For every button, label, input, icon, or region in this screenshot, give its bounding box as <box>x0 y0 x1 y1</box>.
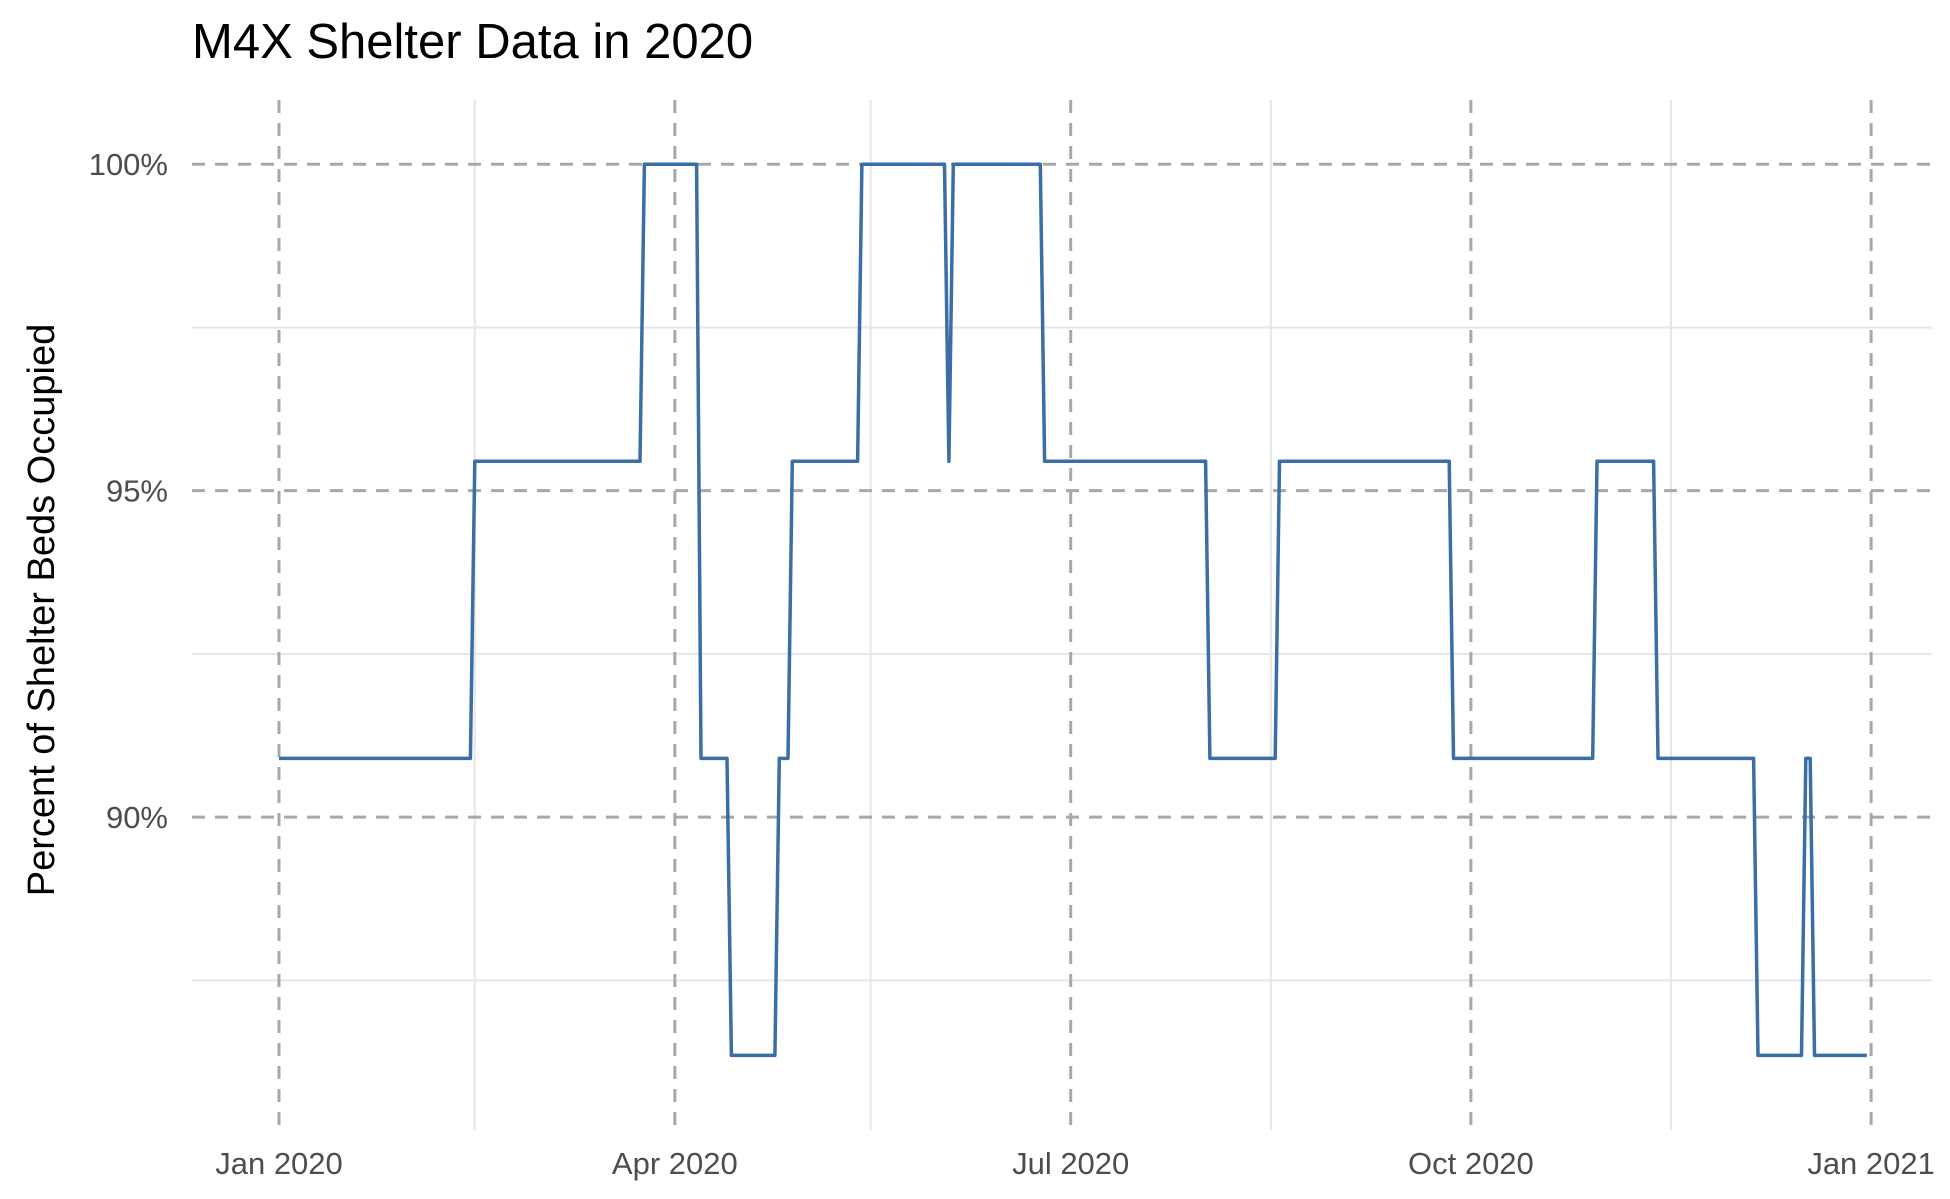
x-tick-label: Oct 2020 <box>1408 1146 1534 1181</box>
series-layer <box>279 162 1867 1058</box>
x-tick-label: Apr 2020 <box>612 1146 738 1181</box>
x-tick-label: Jan 2020 <box>215 1146 343 1181</box>
minor-gridlines-y <box>192 326 1932 982</box>
x-axis-tick-labels: Jan 2020 Apr 2020 Jul 2020 Oct 2020 Jan 2021 <box>215 1146 1935 1181</box>
x-tick-label: Jan 2021 <box>1807 1146 1935 1181</box>
x-tick-label: Jul 2020 <box>1012 1146 1129 1181</box>
series-line <box>279 162 1867 1058</box>
y-tick-label: 95% <box>106 474 168 509</box>
y-axis-tick-labels: 90% 95% 100% <box>89 147 168 835</box>
chart-title: M4X Shelter Data in 2020 <box>192 15 753 69</box>
y-axis-title: Percent of Shelter Beds Occupied <box>21 324 63 896</box>
minor-gridlines-x <box>473 100 1672 1130</box>
major-gridlines-x <box>277 100 1873 1130</box>
y-tick-label: 90% <box>106 800 168 835</box>
major-gridlines-y <box>192 162 1932 819</box>
y-tick-label: 100% <box>89 147 168 182</box>
